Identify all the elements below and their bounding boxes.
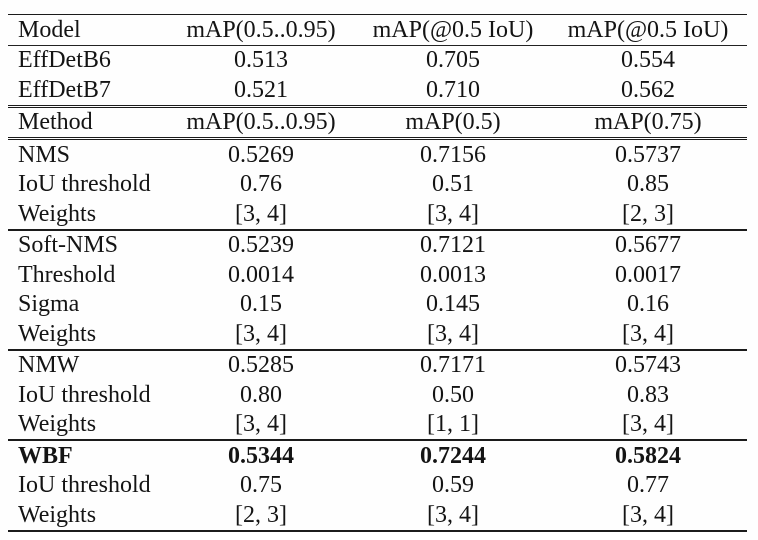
- cell-value: 0.5239: [228, 232, 294, 259]
- table-row: Weights [3, 4] [1, 1] [3, 4]: [8, 409, 747, 441]
- cell-value: 0.5737: [615, 141, 681, 168]
- header-label: Model: [8, 14, 165, 46]
- table-row: EffDetB6 0.513 0.705 0.554: [8, 45, 747, 75]
- header-cell: mAP(0.5..0.95): [165, 106, 357, 140]
- cell-value: 0.7156: [420, 141, 486, 168]
- cell-value: 0.50: [432, 381, 474, 408]
- table-row: Weights [2, 3] [3, 4] [3, 4]: [8, 500, 747, 531]
- cell-value: [2, 3]: [235, 501, 287, 528]
- cell-value: [3, 4]: [427, 501, 479, 528]
- cell-value: 0.7171: [420, 352, 486, 379]
- header-row: Method mAP(0.5..0.95) mAP(0.5) mAP(0.75): [8, 106, 747, 140]
- cell-value: 0.513: [234, 47, 288, 74]
- header-cell: mAP(@0.5 IoU): [357, 14, 549, 46]
- header-row: Model mAP(0.5..0.95) mAP(@0.5 IoU) mAP(@0.5…: [8, 14, 747, 46]
- row-label: NMS: [18, 141, 71, 168]
- cell-value: [3, 4]: [165, 199, 357, 231]
- table-row: Threshold 0.0014 0.0013 0.0017: [8, 260, 747, 290]
- cell-value: 0.554: [621, 47, 675, 74]
- cell-value: 0.145: [426, 291, 480, 318]
- cell-value: 0.75: [240, 472, 282, 499]
- header-cell: mAP(@0.5 IoU): [549, 14, 747, 46]
- cell-value: [3, 4]: [622, 501, 674, 528]
- cell-value: 0.16: [627, 291, 669, 318]
- cell-value: 0.85: [627, 171, 669, 198]
- cell-value: 0.51: [432, 171, 474, 198]
- cell-value: 0.562: [549, 75, 747, 108]
- cell-value: 0.7121: [420, 232, 486, 259]
- cell-value: 0.705: [426, 47, 480, 74]
- cell-value: [2, 3]: [549, 199, 747, 231]
- row-label: WBF: [18, 442, 73, 469]
- cell-value: [3, 4]: [165, 409, 357, 441]
- cell-value: 0.76: [240, 171, 282, 198]
- row-label: Threshold: [18, 261, 116, 288]
- cell-value: 0.7244: [420, 442, 486, 469]
- row-label: Weights: [18, 501, 97, 528]
- cell-value: 0.0014: [228, 261, 294, 288]
- cell-value: 0.5269: [228, 141, 294, 168]
- table-row: IoU threshold 0.75 0.59 0.77: [8, 471, 747, 501]
- cell-value: [1, 1]: [357, 409, 549, 441]
- row-label: Weights: [8, 199, 165, 231]
- cell-value: 0.77: [627, 472, 669, 499]
- cell-value: 0.5285: [228, 352, 294, 379]
- table-row: EffDetB7 0.521 0.710 0.562: [8, 75, 747, 108]
- table-row: NMS 0.5269 0.7156 0.5737: [8, 139, 747, 170]
- cell-value: 0.0017: [615, 261, 681, 288]
- row-label: IoU threshold: [18, 381, 151, 408]
- row-label: NMW: [18, 352, 80, 379]
- cell-value: [3, 4]: [549, 409, 747, 441]
- header-cell: mAP(0.5): [357, 106, 549, 140]
- paper-table-region: Model mAP(0.5..0.95) mAP(@0.5 IoU) mAP(@0.5…: [8, 14, 747, 532]
- header-label: Method: [8, 106, 165, 140]
- row-label: IoU threshold: [18, 171, 151, 198]
- cell-value: 0.5677: [615, 232, 681, 259]
- cell-value: 0.5824: [615, 442, 681, 469]
- row-label: Sigma: [18, 291, 80, 318]
- table-row: Soft-NMS 0.5239 0.7121 0.5677: [8, 230, 747, 261]
- cell-value: 0.59: [432, 472, 474, 499]
- row-label: IoU threshold: [18, 472, 151, 499]
- table-row: IoU threshold 0.80 0.50 0.83: [8, 380, 747, 410]
- cell-value: 0.521: [165, 75, 357, 108]
- cell-value: 0.83: [627, 381, 669, 408]
- cell-value: [3, 4]: [357, 319, 549, 351]
- row-label: EffDetB7: [8, 75, 165, 108]
- results-table: Model mAP(0.5..0.95) mAP(@0.5 IoU) mAP(@0.5…: [8, 14, 747, 532]
- row-label: Soft-NMS: [18, 232, 119, 259]
- header-cell: mAP(0.75): [549, 106, 747, 140]
- table-row: WBF 0.5344 0.7244 0.5824: [8, 440, 747, 471]
- cell-value: 0.0013: [420, 261, 486, 288]
- cell-value: [3, 4]: [549, 319, 747, 351]
- table-row: Weights [3, 4] [3, 4] [3, 4]: [8, 319, 747, 351]
- cell-value: [3, 4]: [165, 319, 357, 351]
- cell-value: [3, 4]: [357, 199, 549, 231]
- cell-value: 0.80: [240, 381, 282, 408]
- results-table-body: Model mAP(0.5..0.95) mAP(@0.5 IoU) mAP(@0.5…: [8, 14, 747, 531]
- header-cell: mAP(0.5..0.95): [165, 14, 357, 46]
- table-row: Weights [3, 4] [3, 4] [2, 3]: [8, 199, 747, 231]
- row-label: Weights: [8, 409, 165, 441]
- row-label: Weights: [8, 319, 165, 351]
- table-row: IoU threshold 0.76 0.51 0.85: [8, 170, 747, 200]
- cell-value: 0.5344: [228, 442, 294, 469]
- table-row: NMW 0.5285 0.7171 0.5743: [8, 350, 747, 381]
- cell-value: 0.710: [357, 75, 549, 108]
- table-row: Sigma 0.15 0.145 0.16: [8, 290, 747, 320]
- row-label: EffDetB6: [18, 47, 111, 74]
- cell-value: 0.15: [240, 291, 282, 318]
- cell-value: 0.5743: [615, 352, 681, 379]
